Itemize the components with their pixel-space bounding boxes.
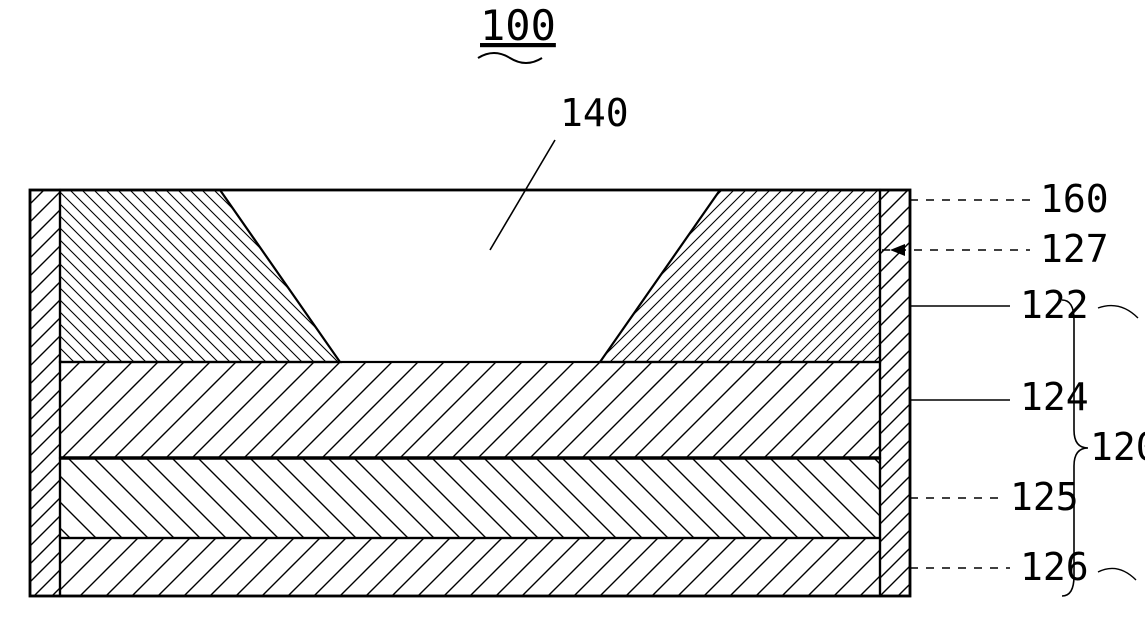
right-callouts: 160 127 122 124 125 126: [882, 177, 1138, 589]
figure-number: 100: [480, 1, 556, 50]
label-120: 120: [1090, 425, 1145, 469]
label-160: 160: [1040, 177, 1109, 221]
label-126: 126: [1020, 545, 1089, 589]
leader-140: [490, 140, 555, 250]
sidewall-left-160: [30, 190, 60, 596]
label-122: 122: [1020, 283, 1089, 327]
label-124: 124: [1020, 375, 1089, 419]
layer-122-group: [60, 190, 880, 362]
label-140: 140: [560, 91, 629, 135]
layer-122-right: [600, 190, 880, 362]
tail-122: [1098, 306, 1138, 318]
label-125: 125: [1010, 475, 1079, 519]
layer-124: [60, 362, 880, 458]
layer-126: [60, 538, 880, 596]
layer-122-left: [60, 190, 340, 362]
cross-section-diagram: 100 140 120 160 127 122 124 125 126: [0, 0, 1145, 635]
tail-126: [1098, 568, 1136, 580]
figure-tilde: [478, 53, 542, 63]
label-127: 127: [1040, 227, 1109, 271]
layer-125: [60, 458, 880, 538]
